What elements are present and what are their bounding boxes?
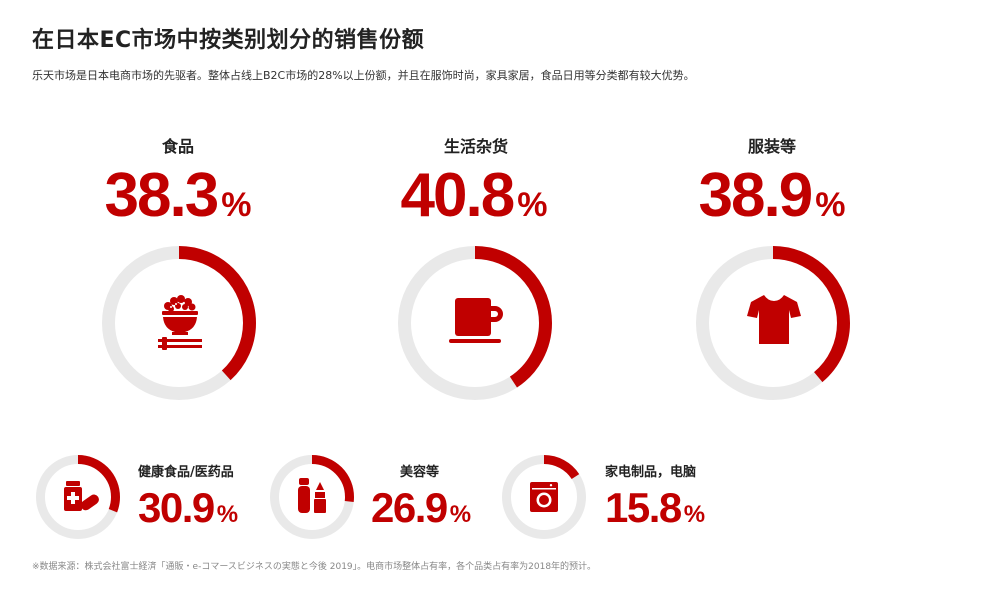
- value-label-apparel: 38.9%: [642, 165, 902, 227]
- value-number-food: 38.3: [104, 161, 220, 230]
- value-label-health: 30.9%: [138, 487, 238, 529]
- percent-sign: %: [216, 501, 239, 528]
- washing-machine-icon: [530, 482, 558, 512]
- value-number-beauty: 26.9: [371, 484, 448, 531]
- value-label-daily-goods: 40.8%: [344, 165, 604, 227]
- donut-beauty: [270, 455, 354, 539]
- donut-value-arc: [502, 455, 586, 539]
- category-label-apparel: 服装等: [747, 137, 796, 156]
- category-label-food: 食品: [161, 137, 194, 156]
- donut-daily-goods: [398, 246, 552, 400]
- donut-value-arc: [102, 246, 256, 400]
- page-title: 在日本EC市场中按类别划分的销售份额: [32, 28, 425, 53]
- donut-electronics: [502, 455, 586, 539]
- category-label-daily-goods: 生活杂货: [443, 137, 508, 156]
- value-number-apparel: 38.9: [698, 161, 814, 230]
- rice-bowl-icon: [158, 295, 202, 350]
- category-label-beauty: 美容等: [400, 465, 440, 480]
- category-label-electronics: 家电制品，电脑: [605, 465, 697, 480]
- donut-value-arc: [270, 455, 354, 539]
- donut-health: [36, 455, 120, 539]
- medicine-icon: [64, 481, 99, 511]
- value-number-daily-goods: 40.8: [400, 161, 516, 230]
- value-number-health: 30.9: [138, 484, 215, 531]
- donut-value-arc: [696, 246, 850, 400]
- percent-sign: %: [517, 186, 548, 224]
- percent-sign: %: [815, 186, 846, 224]
- tshirt-icon: [747, 295, 801, 344]
- percent-sign: %: [449, 501, 472, 528]
- donut-food: [102, 246, 256, 400]
- value-label-beauty: 26.9%: [371, 487, 471, 529]
- donut-apparel: [696, 246, 850, 400]
- percent-sign: %: [221, 186, 252, 224]
- donut-value-arc: [398, 246, 552, 400]
- value-label-electronics: 15.8%: [605, 487, 705, 529]
- category-label-health: 健康食品/医药品: [138, 465, 234, 480]
- value-label-food: 38.3%: [48, 165, 308, 227]
- cosmetics-icon: [298, 478, 326, 513]
- percent-sign: %: [683, 501, 706, 528]
- coffee-cup-icon: [449, 298, 503, 343]
- donut-value-arc: [36, 455, 120, 539]
- page-subtitle: 乐天市场是日本电商市场的先驱者。整体占线上B2C市场的28%以上份额，并且在服饰…: [32, 69, 695, 82]
- value-number-electronics: 15.8: [605, 484, 682, 531]
- footnote: ※数据来源：株式会社富士経済「通販・e-コマースビジネスの実態と今後 2019」…: [32, 562, 597, 572]
